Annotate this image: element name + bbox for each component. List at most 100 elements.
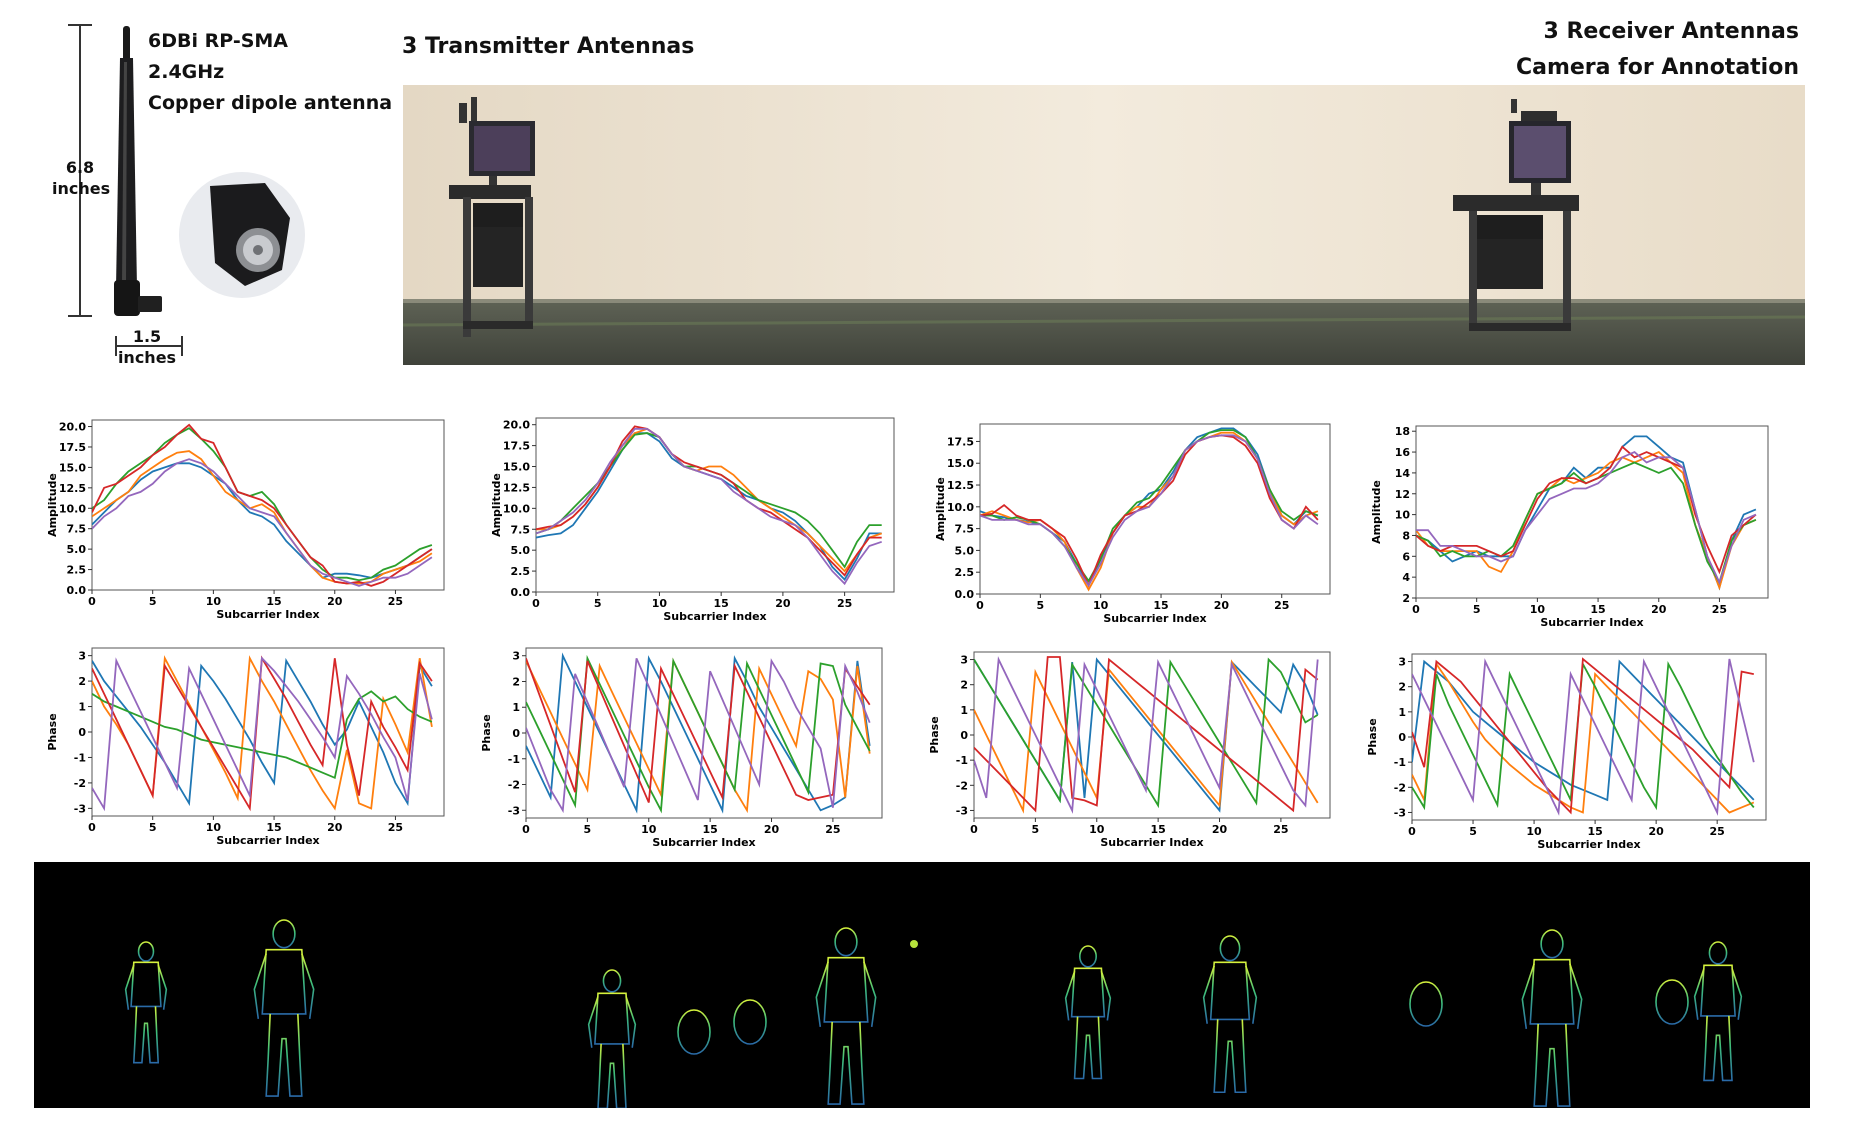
series-line-5 — [92, 458, 433, 587]
series-line-4 — [974, 656, 1319, 813]
antenna-width-unit: inches — [117, 348, 177, 367]
series-line-5 — [1412, 658, 1755, 816]
y-tick-label: -2 — [508, 779, 520, 792]
series-line-3 — [1412, 661, 1755, 811]
pose-mesh-fragment — [1655, 979, 1689, 1025]
pose-mesh-strip — [34, 862, 1810, 1108]
amplitude-1-chart: 0 5 10 15 20 25 0.0 2.5 5.0 7.5 10.0 12.5 15.0 17.5 20… — [46, 419, 445, 621]
y-tick-label: 17.5 — [59, 441, 86, 454]
pose-mesh-figure — [1521, 929, 1583, 1107]
x-tick-label: 15 — [714, 597, 729, 610]
pose-mesh-figure — [587, 969, 637, 1108]
y-tick-label: 6 — [1402, 550, 1410, 563]
series-line-2 — [980, 431, 1319, 592]
x-tick-label: 10 — [641, 823, 657, 836]
series-line-5 — [526, 657, 871, 814]
y-tick-label: 2 — [1398, 681, 1406, 694]
plot-frame — [91, 419, 445, 591]
x-tick-label: 5 — [594, 597, 602, 610]
x-tick-label: 25 — [1274, 599, 1289, 612]
pose-mesh-figure — [1064, 945, 1112, 1080]
antenna-spec-frequency: 2.4GHz — [148, 61, 225, 83]
y-tick-label: 2 — [512, 675, 520, 688]
x-axis-label: Subcarrier Index — [1103, 612, 1206, 625]
x-tick-label: 15 — [1150, 823, 1165, 836]
x-tick-label: 5 — [149, 595, 157, 608]
amplitude-3-chart: 0 5 10 15 20 25 0.0 2.5 5.0 7.5 10.0 12.5 15.0 17.5 Su… — [934, 423, 1331, 625]
series-line-1 — [1412, 659, 1755, 802]
antenna-width-label: 1.5 inches — [114, 326, 180, 368]
series-line-5 — [974, 656, 1319, 814]
y-tick-label: -1 — [508, 753, 520, 766]
antenna-illustration — [68, 24, 305, 356]
x-tick-label: 10 — [206, 821, 222, 834]
series-line-5 — [536, 427, 882, 586]
y-tick-label: 5.0 — [511, 544, 531, 557]
width-dimension — [115, 336, 183, 356]
series-line-2 — [974, 659, 1319, 814]
plot-frame — [535, 417, 895, 593]
x-tick-label: 20 — [1212, 823, 1228, 836]
x-tick-label: 10 — [652, 597, 668, 610]
y-tick-label: 0.0 — [955, 588, 975, 601]
x-tick-label: 0 — [1408, 825, 1416, 838]
y-tick-label: 2 — [1402, 592, 1410, 605]
plot-frame — [91, 647, 445, 817]
y-axis-label: Phase — [46, 713, 59, 750]
pose-mesh-fragment — [677, 1009, 711, 1055]
x-tick-label: 10 — [206, 595, 222, 608]
amplitude-4-chart: 0 5 10 15 20 25 2 4 6 8 10 12 14 16 18 Subcarrier Index… — [1370, 425, 1769, 629]
y-tick-label: -3 — [74, 802, 86, 815]
series-line-1 — [92, 657, 433, 807]
receiver-label-line1: 3 Receiver Antennas — [1543, 19, 1800, 44]
y-tick-label: -2 — [74, 777, 86, 790]
series-line-3 — [1416, 461, 1757, 585]
y-tick-label: 1 — [78, 701, 86, 714]
y-tick-label: 10.0 — [59, 502, 86, 515]
antenna-height-value: 6.8 — [65, 158, 95, 177]
series-line-4 — [1412, 657, 1754, 815]
y-tick-label: 10.0 — [947, 501, 974, 514]
series-line-3 — [974, 657, 1319, 809]
x-tick-label: 25 — [388, 595, 403, 608]
phase-1-chart: 0 5 10 15 20 25 -3 -2 -1 0 1 2 3 Subcarrier Index Phas… — [46, 647, 445, 847]
y-tick-label: 0 — [78, 726, 86, 739]
y-tick-label: 1 — [960, 704, 968, 717]
x-tick-label: 5 — [1469, 825, 1477, 838]
series-line-5 — [92, 656, 433, 812]
series-line-5 — [980, 434, 1319, 588]
x-tick-label: 5 — [1473, 603, 1481, 616]
series-line-4 — [1416, 445, 1757, 575]
antenna-width-value: 1.5 — [132, 327, 162, 346]
x-tick-label: 25 — [837, 597, 852, 610]
series-line-2 — [1416, 451, 1757, 591]
y-tick-label: 12.5 — [503, 481, 530, 494]
y-tick-label: 8 — [1402, 529, 1410, 542]
y-tick-label: 20.0 — [59, 421, 86, 434]
pose-mesh-fragment — [910, 940, 918, 948]
x-tick-label: 20 — [775, 597, 791, 610]
x-axis-label: Subcarrier Index — [1537, 838, 1640, 851]
y-tick-label: 2 — [78, 675, 86, 688]
series-line-1 — [526, 652, 871, 814]
y-tick-label: 17.5 — [503, 440, 530, 453]
plot-frame — [525, 647, 883, 819]
y-tick-label: 0 — [1398, 731, 1406, 744]
y-axis-label: Amplitude — [934, 477, 947, 541]
x-tick-label: 0 — [88, 821, 96, 834]
x-axis-label: Subcarrier Index — [1100, 836, 1203, 849]
plot-frame — [979, 423, 1331, 595]
y-tick-label: 4 — [1402, 571, 1410, 584]
series-line-2 — [526, 657, 871, 814]
antenna-height-unit: inches — [52, 179, 111, 198]
x-tick-label: 5 — [584, 823, 592, 836]
receiver-station — [1453, 99, 1579, 331]
series-line-1 — [1416, 435, 1757, 591]
x-tick-label: 10 — [1526, 825, 1542, 838]
y-tick-label: 7.5 — [511, 523, 531, 536]
x-axis-label: Subcarrier Index — [652, 836, 755, 849]
y-tick-label: -1 — [956, 754, 968, 767]
y-tick-label: 17.5 — [947, 435, 974, 448]
x-tick-label: 0 — [532, 597, 540, 610]
pose-mesh-figure — [1693, 941, 1743, 1082]
